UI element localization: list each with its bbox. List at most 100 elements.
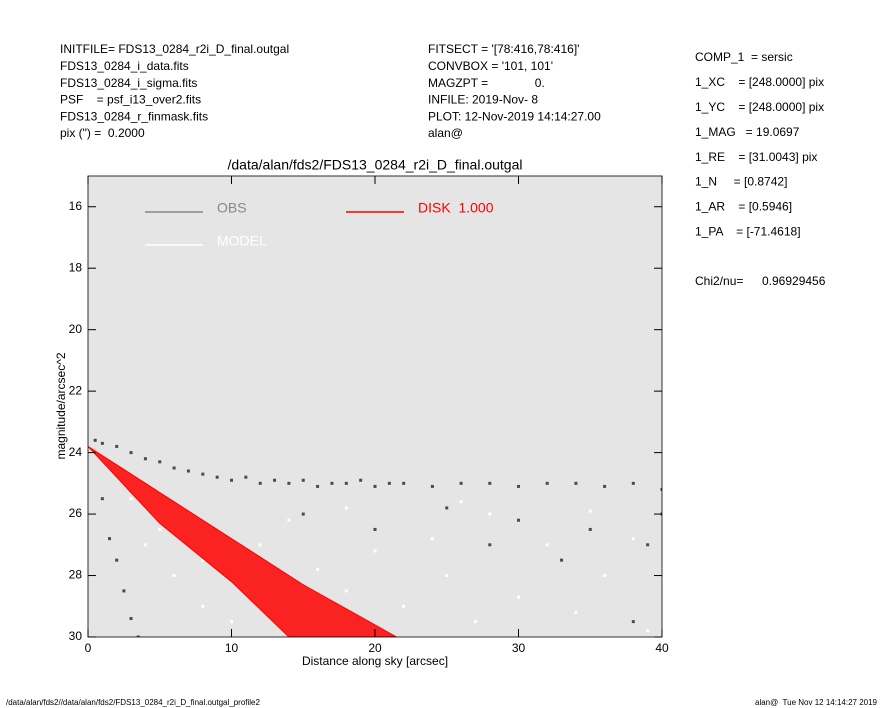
x-tick-label: 30 — [512, 641, 526, 655]
chi2-value: 0.96929456 — [762, 274, 826, 288]
data-point — [517, 484, 520, 488]
header-left-line: FDS13_0284_i_data.fits — [60, 59, 189, 73]
header-right-line: 1_RE = [31.0043] pix — [695, 150, 817, 164]
x-axis-label: Distance along sky [arcsec] — [302, 654, 448, 668]
y-tick-label: 22 — [69, 383, 83, 397]
header-left-line: INITFILE= FDS13_0284_r2i_D_final.outgal — [60, 42, 289, 56]
data-point — [244, 475, 248, 479]
data-point — [201, 604, 205, 608]
data-point — [258, 481, 262, 485]
data-point — [660, 487, 662, 491]
data-point — [373, 484, 377, 488]
data-point — [122, 589, 126, 593]
legend-label: DISK 1.000 — [418, 200, 494, 216]
chart-title: /data/alan/fds2/FDS13_0284_r2i_D_final.o… — [228, 157, 523, 173]
data-point — [143, 457, 147, 461]
data-point — [631, 620, 635, 624]
header-middle-line: INFILE: 2019-Nov- 8 — [428, 93, 538, 107]
data-point — [301, 512, 305, 516]
data-point — [143, 543, 147, 547]
data-point — [258, 543, 262, 547]
data-point — [93, 438, 97, 442]
data-point — [230, 620, 233, 624]
data-point — [574, 481, 578, 485]
data-point — [430, 484, 434, 488]
y-tick-label: 20 — [69, 322, 83, 336]
header-left-line: pix (") = 0.2000 — [60, 126, 145, 140]
header-middle-line: MAGZPT = 0. — [428, 76, 545, 90]
data-point — [301, 478, 305, 482]
y-tick-label: 26 — [69, 506, 83, 520]
x-tick-label: 40 — [655, 641, 669, 655]
data-point — [373, 527, 377, 531]
header-right-line: 1_XC = [248.0000] pix — [695, 75, 824, 89]
data-point — [344, 506, 348, 510]
data-point — [158, 460, 162, 464]
data-point — [136, 635, 140, 637]
plot-area — [88, 176, 662, 637]
data-point — [108, 537, 112, 541]
data-point — [646, 629, 650, 633]
data-point — [459, 500, 463, 504]
header-middle-line: alan@ — [428, 126, 463, 140]
x-tick-label: 20 — [368, 641, 382, 655]
header-middle-line: CONVBOX = '101, 101' — [428, 59, 553, 73]
data-point — [560, 558, 564, 562]
data-point — [488, 543, 492, 547]
data-point — [129, 617, 133, 621]
data-point — [646, 543, 650, 547]
data-point — [459, 481, 463, 485]
data-point — [445, 574, 449, 578]
y-tick-label: 28 — [69, 568, 83, 582]
legend-label: OBS — [217, 200, 247, 216]
header-right-line: 1_MAG = 19.0697 — [695, 125, 800, 139]
data-point — [287, 518, 291, 522]
y-tick-label: 30 — [69, 629, 83, 643]
x-tick-label: 0 — [85, 641, 92, 655]
data-point — [574, 610, 578, 614]
chi2-label: Chi2/nu= — [695, 274, 743, 288]
data-point — [545, 481, 549, 485]
data-point — [488, 512, 492, 516]
data-point — [373, 549, 377, 553]
data-point — [402, 604, 406, 608]
data-point — [631, 481, 635, 485]
data-point — [588, 527, 592, 531]
header-left-line: FDS13_0284_r_finmask.fits — [60, 109, 208, 123]
data-point — [545, 543, 549, 547]
data-point — [387, 481, 391, 485]
data-point — [603, 484, 607, 488]
data-point — [129, 497, 133, 501]
data-point — [488, 481, 492, 485]
data-point — [330, 481, 334, 485]
footer-right: alan@ Tue Nov 12 14:14:27 2019 — [755, 698, 878, 707]
data-point — [344, 589, 348, 593]
x-tick-label: 10 — [225, 641, 239, 655]
data-point — [430, 537, 434, 541]
y-tick-label: 18 — [69, 260, 83, 274]
data-point — [517, 595, 520, 599]
y-tick-label: 16 — [69, 199, 83, 213]
header-middle-line: PLOT: 12-Nov-2019 14:14:27.00 — [428, 109, 601, 123]
header-left-line: FDS13_0284_i_sigma.fits — [60, 76, 197, 90]
data-point — [172, 574, 176, 578]
data-point — [316, 484, 320, 488]
data-point — [344, 481, 348, 485]
data-point — [402, 481, 406, 485]
data-point — [172, 466, 176, 470]
data-point — [129, 451, 133, 455]
data-point — [115, 444, 119, 448]
y-tick-label: 24 — [69, 445, 83, 459]
data-point — [115, 558, 119, 562]
data-point — [100, 441, 104, 445]
header-right-line: COMP_1 = sersic — [695, 50, 793, 64]
header-left-line: PSF = psf_i13_over2.fits — [60, 93, 201, 107]
data-point — [359, 478, 363, 482]
data-point — [201, 558, 205, 562]
header-right-line: 1_YC = [248.0000] pix — [695, 100, 824, 114]
data-point — [100, 497, 104, 501]
data-point — [287, 481, 291, 485]
data-point — [517, 518, 520, 522]
header-right-line: 1_PA = [-71.4618] — [695, 224, 801, 238]
data-point — [473, 620, 477, 624]
